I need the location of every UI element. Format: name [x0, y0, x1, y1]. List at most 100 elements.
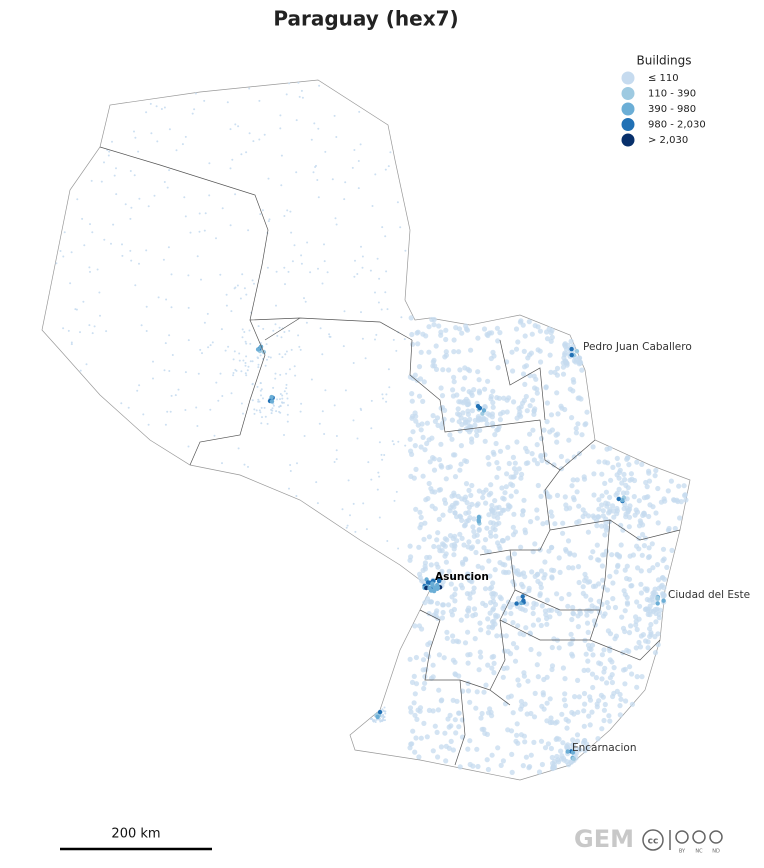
hex-cell: [434, 729, 440, 736]
hex-cell: [518, 571, 524, 577]
hex-cell: [384, 168, 387, 171]
hex-cell: [353, 275, 356, 278]
hex-cell: [442, 536, 448, 542]
hex-cell: [474, 532, 480, 538]
hex-cell: [539, 761, 546, 768]
hex-cell: [251, 382, 254, 385]
hex-cell: [531, 408, 537, 414]
hex-cell: [475, 369, 481, 375]
hex-cell: [408, 709, 414, 715]
hex-cell: [465, 660, 471, 666]
hex-cell: [197, 372, 200, 375]
hex-cell: [357, 187, 360, 190]
hex-cell: [635, 565, 641, 571]
hex-cell: [396, 201, 399, 204]
hex-cell: [594, 542, 600, 548]
hex-cell: [633, 645, 639, 651]
hex-cell: [462, 458, 468, 464]
hex-cell: [547, 352, 553, 358]
hex-cell: [532, 690, 538, 697]
hex-cell: [475, 404, 481, 409]
hex-cell: [169, 410, 172, 413]
hex-cell: [428, 562, 434, 568]
hex-cell: [458, 514, 464, 520]
hex-cell: [418, 735, 424, 741]
hex-cell: [482, 586, 489, 592]
hex-cell: [378, 441, 381, 444]
hex-cell: [634, 599, 640, 605]
hex-cell: [637, 644, 644, 650]
hex-cell: [554, 492, 561, 498]
hex-cell: [521, 733, 528, 739]
hex-cell: [562, 352, 568, 358]
hex-cell: [604, 680, 610, 686]
hex-cell: [240, 153, 243, 156]
hex-cell: [552, 720, 559, 726]
hex-cell: [152, 360, 154, 363]
hex-cell: [380, 715, 383, 718]
hex-cell: [108, 150, 111, 153]
hex-cell: [544, 700, 550, 706]
hex-cell: [526, 588, 532, 594]
hex-cell: [155, 105, 158, 108]
hex-cell: [583, 421, 589, 427]
hex-cell: [422, 674, 428, 680]
hex-cell: [490, 449, 496, 455]
hex-cell: [571, 756, 576, 761]
hex-cell: [290, 231, 293, 234]
hex-cell: [529, 569, 535, 575]
hex-cell: [105, 330, 108, 333]
hex-cell: [538, 622, 544, 629]
hex-cell: [566, 437, 572, 443]
hex-cell: [315, 481, 318, 484]
hex-cell: [483, 602, 489, 609]
hex-cell: [579, 367, 585, 373]
hex-cell: [452, 586, 459, 592]
hex-cell: [270, 412, 273, 415]
hex-cell: [416, 623, 422, 629]
hex-cell: [485, 766, 491, 773]
hex-cell: [574, 489, 580, 495]
hex-cell: [384, 719, 386, 722]
hex-cell: [547, 429, 553, 435]
hex-cell: [467, 591, 473, 597]
hex-cell: [279, 373, 282, 376]
hex-cell: [103, 161, 105, 164]
hex-cell: [569, 483, 575, 489]
hex-cell: [595, 557, 601, 563]
hex-cell: [213, 434, 216, 437]
hex-cell: [436, 516, 442, 523]
hex-cell: [136, 389, 139, 392]
hex-cell: [572, 694, 578, 700]
hex-cell: [424, 734, 430, 740]
hex-cell: [570, 653, 576, 659]
hex-cell: [439, 464, 445, 470]
hex-cell: [461, 542, 467, 548]
hex-cell: [584, 612, 590, 618]
hex-cell: [628, 583, 634, 589]
hex-cell: [82, 300, 85, 303]
hex-cell: [621, 667, 627, 673]
hex-cell: [560, 520, 566, 526]
hex-cell: [500, 674, 506, 680]
hex-cell: [560, 371, 567, 377]
hex-cell: [70, 251, 73, 254]
hex-cell: [215, 237, 217, 240]
hex-cell: [259, 354, 262, 357]
hex-cell: [622, 567, 628, 573]
hex-cell: [571, 454, 577, 460]
hex-cell: [555, 757, 561, 763]
hex-cell: [345, 526, 348, 529]
hex-cell: [476, 527, 482, 534]
hex-cell: [629, 701, 636, 707]
hex-cell: [281, 394, 284, 397]
hex-cell: [448, 738, 454, 745]
hex-cell: [285, 372, 288, 375]
hex-cell: [477, 649, 483, 655]
hex-cell: [549, 575, 555, 581]
hex-cell: [411, 700, 417, 706]
hex-cell: [407, 656, 413, 662]
hex-cell: [285, 383, 288, 386]
city-label: Ciudad del Este: [668, 589, 750, 601]
hex-cell: [470, 524, 476, 530]
